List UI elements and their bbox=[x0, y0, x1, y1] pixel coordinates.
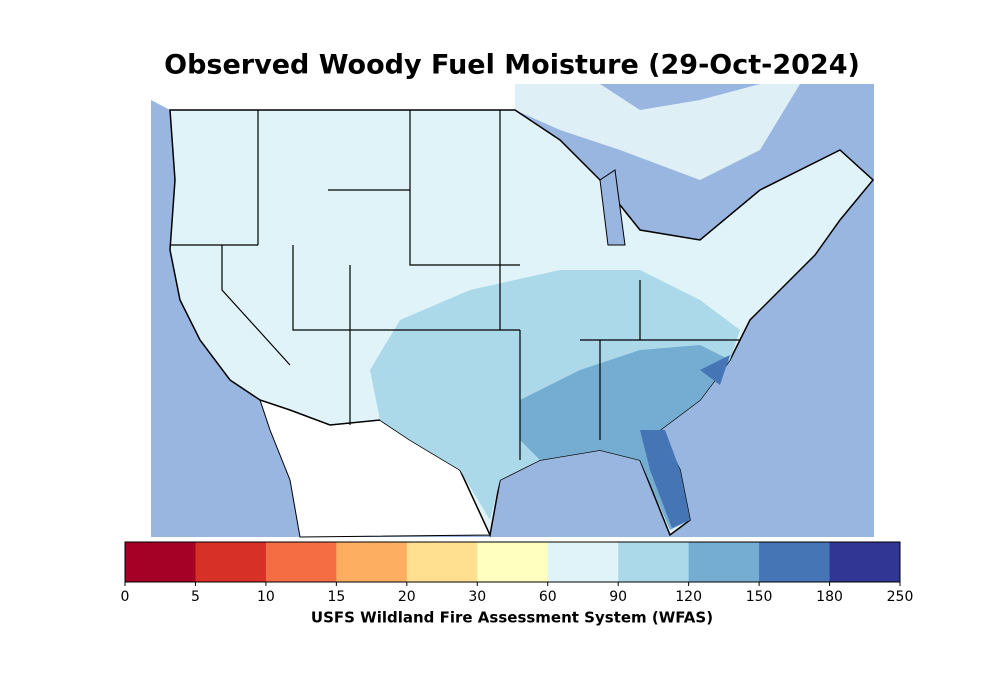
colorbar-segment bbox=[759, 542, 831, 582]
tick-label: 120 bbox=[675, 589, 702, 605]
tick-label: 250 bbox=[887, 589, 914, 605]
canada-west bbox=[151, 84, 515, 110]
tick-label: 5 bbox=[191, 589, 200, 605]
tick-label: 90 bbox=[609, 589, 627, 605]
wettest-region bbox=[640, 430, 690, 528]
colorbar-segment bbox=[829, 542, 901, 582]
colorbar-segment bbox=[336, 542, 408, 582]
colorbar-segment bbox=[477, 542, 549, 582]
colorbar-frame bbox=[124, 541, 901, 583]
tick-label: 10 bbox=[257, 589, 275, 605]
tick-label: 180 bbox=[816, 589, 843, 605]
tick-label: 150 bbox=[746, 589, 773, 605]
colorbar: 0 5 10 15 20 30 60 90 120 150 180 250 bbox=[121, 541, 914, 605]
wettest-region bbox=[700, 355, 730, 385]
map-title: Observed Woody Fuel Moisture (29-Oct-202… bbox=[164, 50, 860, 81]
state-lines bbox=[170, 110, 740, 460]
lake bbox=[599, 169, 626, 246]
colorbar-segment bbox=[547, 542, 619, 582]
colorbar-segment bbox=[406, 542, 478, 582]
tick-label: 15 bbox=[327, 589, 345, 605]
tick-label: 60 bbox=[539, 589, 557, 605]
colorbar-segment bbox=[688, 542, 760, 582]
tick-label: 30 bbox=[468, 589, 486, 605]
map bbox=[151, 84, 875, 538]
tick-label: 20 bbox=[398, 589, 416, 605]
colorbar-segment bbox=[125, 542, 196, 582]
colorbar-segment bbox=[195, 542, 267, 582]
tick-label: 0 bbox=[121, 589, 130, 605]
colorbar-label: USFS Wildland Fire Assessment System (WF… bbox=[311, 609, 713, 627]
colorbar-segment bbox=[618, 542, 690, 582]
canada-east bbox=[515, 84, 800, 180]
colorbar-segment bbox=[265, 542, 337, 582]
